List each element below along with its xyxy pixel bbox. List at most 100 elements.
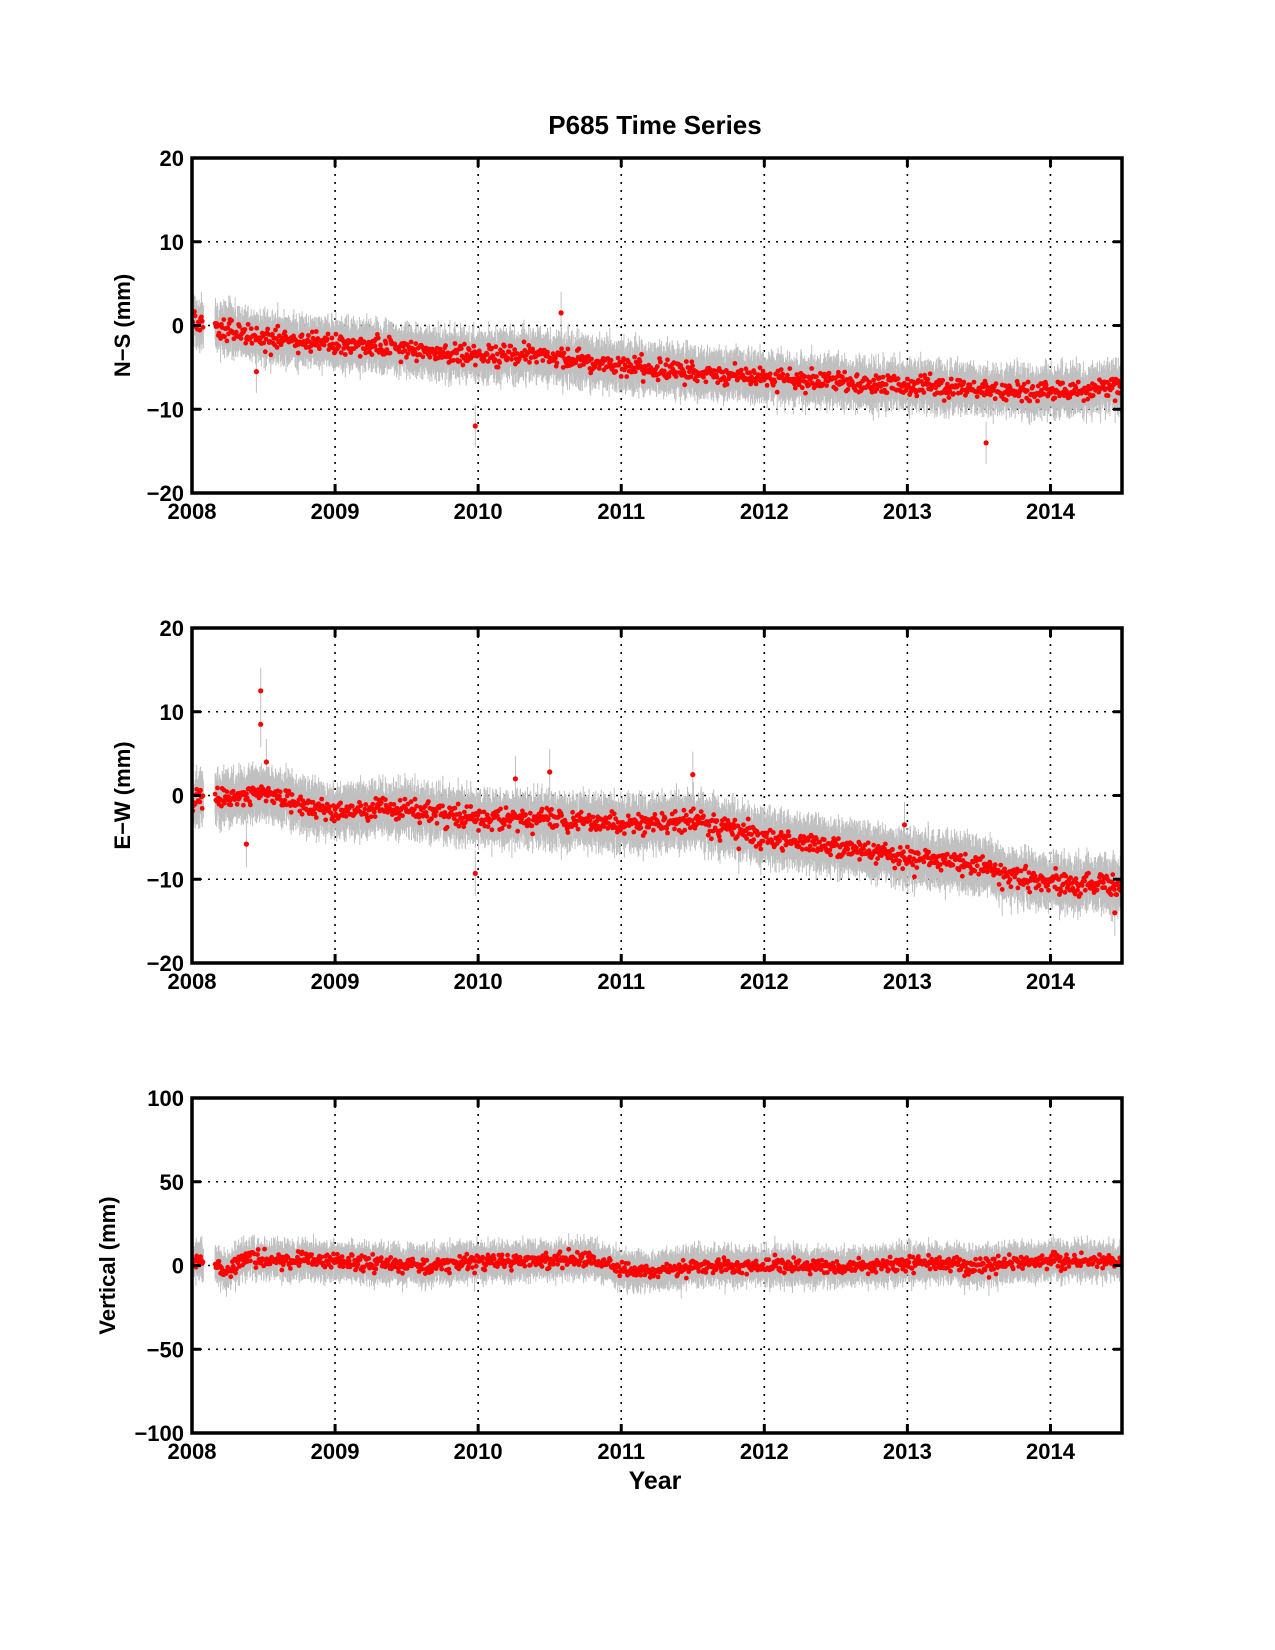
data-point bbox=[424, 813, 430, 819]
y-tick-label: 20 bbox=[160, 146, 184, 171]
data-point bbox=[282, 329, 288, 335]
data-point bbox=[807, 847, 812, 853]
data-point bbox=[427, 354, 433, 360]
data-point bbox=[197, 799, 203, 805]
data-point bbox=[408, 339, 414, 345]
data-point bbox=[688, 374, 694, 379]
data-point-outlier bbox=[901, 822, 908, 828]
data-point bbox=[880, 374, 886, 380]
data-point bbox=[638, 363, 644, 369]
data-point bbox=[1008, 884, 1014, 890]
data-point bbox=[355, 1261, 361, 1267]
data-point bbox=[907, 854, 913, 860]
data-point bbox=[638, 825, 644, 831]
data-point bbox=[753, 844, 759, 849]
data-point bbox=[631, 829, 637, 835]
data-point bbox=[357, 353, 363, 359]
data-point bbox=[957, 1257, 963, 1262]
data-point bbox=[1006, 392, 1011, 397]
data-point bbox=[681, 807, 687, 813]
data-point bbox=[1039, 1253, 1045, 1259]
data-point bbox=[530, 831, 535, 837]
data-point bbox=[241, 802, 246, 808]
data-point bbox=[613, 816, 619, 822]
data-point bbox=[666, 374, 672, 379]
data-point bbox=[819, 1257, 825, 1263]
data-point bbox=[462, 820, 468, 826]
data-point bbox=[938, 867, 944, 873]
data-point bbox=[200, 793, 206, 799]
data-point bbox=[977, 1256, 983, 1262]
data-point bbox=[216, 1258, 222, 1264]
data-point bbox=[372, 814, 378, 819]
data-point bbox=[402, 796, 408, 802]
data-point bbox=[1062, 889, 1068, 895]
data-point bbox=[408, 799, 414, 805]
data-point bbox=[770, 830, 776, 835]
data-point bbox=[212, 791, 218, 797]
data-point bbox=[485, 359, 491, 364]
data-point bbox=[818, 371, 823, 376]
data-point bbox=[371, 1270, 377, 1276]
data-layer bbox=[192, 1233, 1122, 1299]
data-point bbox=[400, 813, 405, 819]
data-point bbox=[1027, 889, 1033, 895]
data-point-outlier bbox=[983, 440, 989, 446]
data-point bbox=[830, 1260, 836, 1266]
data-point bbox=[662, 815, 668, 821]
data-point bbox=[865, 840, 871, 846]
data-point bbox=[807, 843, 813, 849]
data-point bbox=[1015, 885, 1021, 891]
data-point bbox=[527, 359, 532, 365]
data-point bbox=[566, 1246, 572, 1252]
data-point bbox=[327, 804, 332, 810]
data-point bbox=[198, 787, 204, 793]
data-point bbox=[575, 354, 581, 360]
data-point bbox=[319, 796, 325, 802]
data-point bbox=[874, 386, 880, 392]
data-point bbox=[810, 847, 816, 853]
data-point bbox=[485, 824, 491, 829]
data-point bbox=[937, 1255, 942, 1260]
data-point bbox=[578, 809, 584, 815]
data-point bbox=[764, 830, 770, 836]
data-point bbox=[957, 378, 963, 383]
data-point bbox=[192, 313, 198, 319]
data-point bbox=[1090, 1260, 1096, 1266]
data-point bbox=[1078, 891, 1083, 897]
data-point bbox=[658, 359, 663, 365]
x-tick-label: 2013 bbox=[883, 969, 932, 994]
data-point bbox=[1005, 873, 1011, 879]
data-point bbox=[741, 822, 746, 828]
data-point bbox=[1100, 1265, 1105, 1271]
data-point bbox=[364, 346, 369, 351]
data-point bbox=[328, 810, 334, 816]
data-point bbox=[312, 811, 318, 817]
data-point bbox=[331, 1251, 336, 1257]
data-point bbox=[372, 343, 378, 349]
data-point bbox=[682, 827, 688, 833]
data-point bbox=[683, 1275, 689, 1281]
data-point bbox=[442, 810, 448, 815]
data-point bbox=[375, 804, 381, 810]
data-point bbox=[464, 804, 470, 809]
data-point bbox=[1010, 1266, 1016, 1272]
data-point bbox=[1055, 1263, 1061, 1269]
data-point bbox=[466, 1264, 471, 1270]
data-point bbox=[951, 391, 956, 396]
data-point bbox=[1046, 887, 1051, 893]
data-point bbox=[799, 846, 805, 852]
x-tick-label: 2009 bbox=[311, 969, 360, 994]
data-point bbox=[462, 341, 467, 347]
data-point bbox=[388, 1255, 394, 1260]
data-point bbox=[473, 362, 478, 368]
data-point bbox=[464, 1251, 470, 1257]
data-point bbox=[522, 1263, 528, 1269]
data-point bbox=[508, 343, 514, 349]
data-point bbox=[378, 342, 383, 348]
data-point bbox=[1082, 887, 1088, 893]
data-point bbox=[450, 812, 456, 818]
data-point bbox=[747, 370, 753, 376]
data-point bbox=[404, 354, 409, 360]
